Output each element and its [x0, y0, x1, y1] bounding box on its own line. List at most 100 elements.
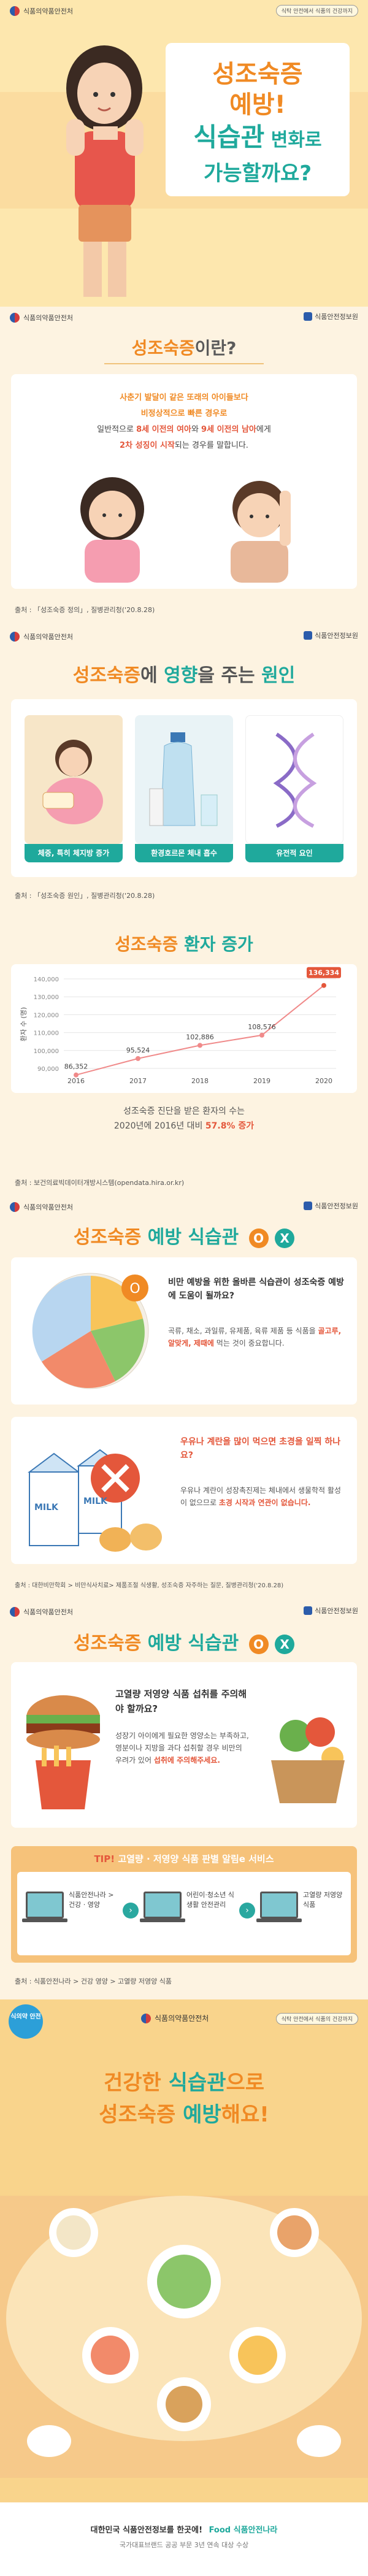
milk-label-2: MILK: [83, 1497, 107, 1506]
source-note: 출처 : 식품안전나라 > 건강 영양 > 고열량 저영양 식품: [15, 1977, 172, 1985]
agency-name: 식품의약품안전처: [23, 7, 73, 15]
y-tick-label: 120,000: [34, 1012, 59, 1019]
plastic-bottle-icon: [149, 732, 218, 826]
diet-section-2: 식품의약품안전처 식품안전정보원 성조숙증 예방 식습관 O X: [0, 1601, 368, 1999]
boy-illustration: [231, 481, 291, 583]
x-tick-label: 2018: [191, 1077, 209, 1085]
food-safety-brand: Food 식품안전나라: [209, 2526, 278, 2535]
patients-title: 성조숙증 환자 증가: [115, 934, 253, 954]
closing-agency: 식품의약품안전처: [141, 2013, 209, 2023]
dining-table-illustration: [0, 2196, 368, 2478]
arrow-icon: ›: [239, 1903, 255, 1919]
tip-steps: 식품안전나라 > 건강 · 영양 › 어린이·청소년 식생활 안전관리 › 고열…: [17, 1872, 351, 1955]
chart-card: 환자 수 (명) 140,000 130,000 120,000 110,000 100…: [11, 964, 357, 1093]
closing-bottom: 대한민국 식품안전정보를 한곳에! Food 식품안전나라 국가대표브랜드 공공…: [0, 2502, 368, 2576]
causes-card: 체중, 특히 체지방 증가 환경호르몬 체내 흡수: [11, 699, 357, 877]
highlight-label-box: [307, 967, 341, 978]
closing-title: 건강한 식습관으로 성조숙증 예방해요!: [99, 2071, 269, 2127]
diet-title-1: 성조숙증 예방 식습관 O X: [0, 1222, 368, 1249]
x-tick-label: 2016: [67, 1077, 85, 1085]
closing-badge: 식탁 안전에서 식품의 건강까지: [275, 2013, 358, 2025]
hero-header: 식품의약품안전처: [10, 6, 73, 16]
hero-badge: 식탁 안전에서 식품의 건강까지: [275, 5, 358, 17]
tip-header: TIP! 고열량 · 저영양 식품 판별 알림e 서비스: [94, 1853, 274, 1865]
cause-label-weight: 체중, 특히 체지방 증가: [25, 844, 123, 862]
government-emblem-icon: [10, 313, 20, 323]
data-label: 102,886: [186, 1033, 214, 1041]
svg-text:O: O: [129, 1281, 140, 1297]
step-1: 식품안전나라 > 건강 · 영양: [22, 1883, 118, 1944]
government-emblem-icon: [10, 6, 20, 16]
diet-card-3: 고열량 저영양 식품 섭취를 주의해야 할까요? 성장기 아이에게 필요한 영양…: [11, 1662, 357, 1828]
government-emblem-icon: [10, 1607, 20, 1617]
food-plate-illustration: O: [32, 1273, 149, 1389]
source-note: 출처 : 「성조숙증 정의」, 질병관리청('20.8.28): [15, 606, 155, 614]
card1-body: 곡류, 채소, 과일류, 유제품, 육류 제품 등 식품을 골고루, 알맞게, …: [168, 1327, 342, 1347]
definition-title: 성조숙증이란?: [131, 338, 237, 358]
hero-section: 식품의약품안전처 식탁 안전에서 식품의 건강까지 성조숙증 예방! 식습관 변…: [0, 0, 368, 307]
partner-logo-icon: [304, 631, 313, 640]
title-divider: [104, 363, 264, 364]
definition-text: 사춘기 발달이 같은 또래의 아이들보다 비정상적으로 빠른 경우로 일반적으로…: [97, 393, 271, 450]
hero-girl-illustration: [66, 45, 144, 297]
o-badge-icon: O: [248, 1228, 269, 1248]
data-point: [197, 1043, 202, 1048]
x-tick-label: 2020: [315, 1077, 332, 1085]
junk-food-illustration: [26, 1695, 100, 1809]
laptop-icon: [144, 1892, 182, 1919]
data-label: 108,576: [248, 1023, 276, 1031]
causes-section: 식품의약품안전처 식품안전정보원 성조숙증에 영향을 주는 원인 체중, 특히 …: [0, 626, 368, 920]
closing-section: 식의약 안전 식품의약품안전처 식탁 안전에서 식품의 건강까지 건강한 식습관…: [0, 1999, 368, 2576]
cause-label-genetic: 유전적 요인: [245, 844, 343, 862]
card1-question: 비만 예방을 위한 올바른 식습관이 성조숙증 예방에 도움이 될까요?: [168, 1278, 344, 1301]
y-tick-label: 100,000: [34, 1048, 59, 1055]
y-tick-label: 140,000: [34, 976, 59, 983]
x-badge-icon: X: [275, 1228, 295, 1248]
card2-body: 우유나 계란이 성장촉진제는 체내에서 생물학적 활성이 없으므로 초경 시작과…: [180, 1486, 341, 1507]
x-tick-label: 2017: [129, 1077, 147, 1085]
milk-label-1: MILK: [34, 1503, 58, 1512]
laptop-icon: [260, 1892, 298, 1919]
dna-icon: [273, 732, 317, 828]
girl-illustration: [80, 477, 144, 583]
diet-card-1: O 비만 예방을 위한 올바른 식습관이 성조숙증 예방에 도움이 될까요? 곡…: [11, 1257, 357, 1405]
diet-title-2: 성조숙증 예방 식습관 O X: [0, 1628, 368, 1655]
data-point: [74, 1072, 79, 1078]
definition-card: 사춘기 발달이 같은 또래의 아이들보다 비정상적으로 빠른 경우로 일반적으로…: [11, 374, 357, 589]
overweight-child-icon: [42, 740, 103, 824]
step-3: 고열량 저영양 식품: [256, 1883, 352, 1944]
y-tick-label: 90,000: [37, 1066, 59, 1073]
cause-hormone: [135, 715, 233, 844]
government-emblem-icon: [141, 2013, 151, 2023]
card2-question: 우유나 계란을 많이 먹으면 초경을 일찍 하나요?: [180, 1437, 341, 1460]
definition-section: 식품의약품안전처 식품안전정보원 성조숙증이란? 사춘기 발달이 같은 또래의 …: [0, 307, 368, 626]
milk-egg-illustration: [28, 1449, 162, 1552]
card3-question: 고열량 저영양 식품 섭취를 주의해야 할까요?: [115, 1689, 247, 1714]
hero-title-line4: 가능할까요?: [203, 161, 312, 186]
cause-genetic: [245, 715, 343, 844]
y-tick-label: 130,000: [34, 994, 59, 1001]
arrow-icon: ›: [123, 1903, 139, 1919]
government-emblem-icon: [10, 1202, 20, 1212]
data-point: [321, 983, 326, 988]
y-tick-label: 110,000: [34, 1030, 59, 1037]
card3-body: 성장기 아이에게 필요한 영양소는 부족하고, 영분이나 지방을 과다 섭취할 …: [115, 1731, 249, 1765]
closing-logo: 식의약 안전: [9, 2004, 43, 2039]
source-note: 출처 : 보건의료빅데이터개방시스템(opendata.hira.or.kr): [15, 1179, 185, 1187]
partner-logo-icon: [304, 1606, 313, 1615]
cause-weight: [25, 715, 123, 844]
data-point: [136, 1056, 140, 1061]
data-label: 95,524: [126, 1046, 150, 1054]
causes-title: 성조숙증에 영향을 주는 원인: [72, 665, 296, 686]
cause-label-hormone: 환경호르몬 체내 흡수: [135, 844, 233, 862]
diet-card-2: MILK MILK 우유나 계란을 많이 먹으면 초경을 일찍 하나요? 우유나…: [11, 1417, 357, 1564]
hero-title-line3: 식습관 변화로: [193, 122, 322, 152]
data-label: 136,334: [309, 969, 339, 977]
data-label: 86,352: [64, 1063, 88, 1071]
patients-chart: 140,000 130,000 120,000 110,000 100,000 90,00…: [34, 967, 341, 1085]
x-badge-icon: X: [275, 1634, 295, 1654]
hero-title-line1: 성조숙증: [212, 60, 303, 88]
tip-box: TIP! 고열량 · 저영양 식품 판별 알림e 서비스 식품안전나라 > 건강…: [11, 1846, 357, 1963]
patients-section: 성조숙증 환자 증가 환자 수 (명) 140,000 130,000 120,00…: [0, 920, 368, 1196]
